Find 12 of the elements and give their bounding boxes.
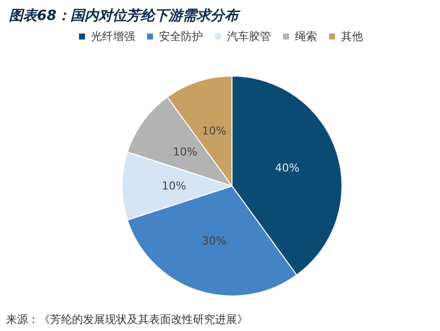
- legend-label: 光纤增强: [91, 30, 135, 43]
- legend-label: 安全防护: [159, 30, 203, 43]
- legend-label: 其他: [341, 30, 363, 43]
- data-label: 10%: [202, 124, 226, 138]
- data-label: 40%: [274, 162, 300, 175]
- data-label: 30%: [202, 234, 226, 248]
- source-note: 来源：《芳纶的发展现状及其表面改性研究进展》: [6, 313, 248, 326]
- legend-label: 汽车胶管: [227, 30, 271, 43]
- data-label: 10%: [162, 180, 186, 192]
- data-label: 10%: [172, 145, 198, 158]
- legend-label: 绳索: [295, 30, 317, 43]
- chart-title: 图表68：国内对位芳纶下游需求分布: [9, 8, 242, 24]
